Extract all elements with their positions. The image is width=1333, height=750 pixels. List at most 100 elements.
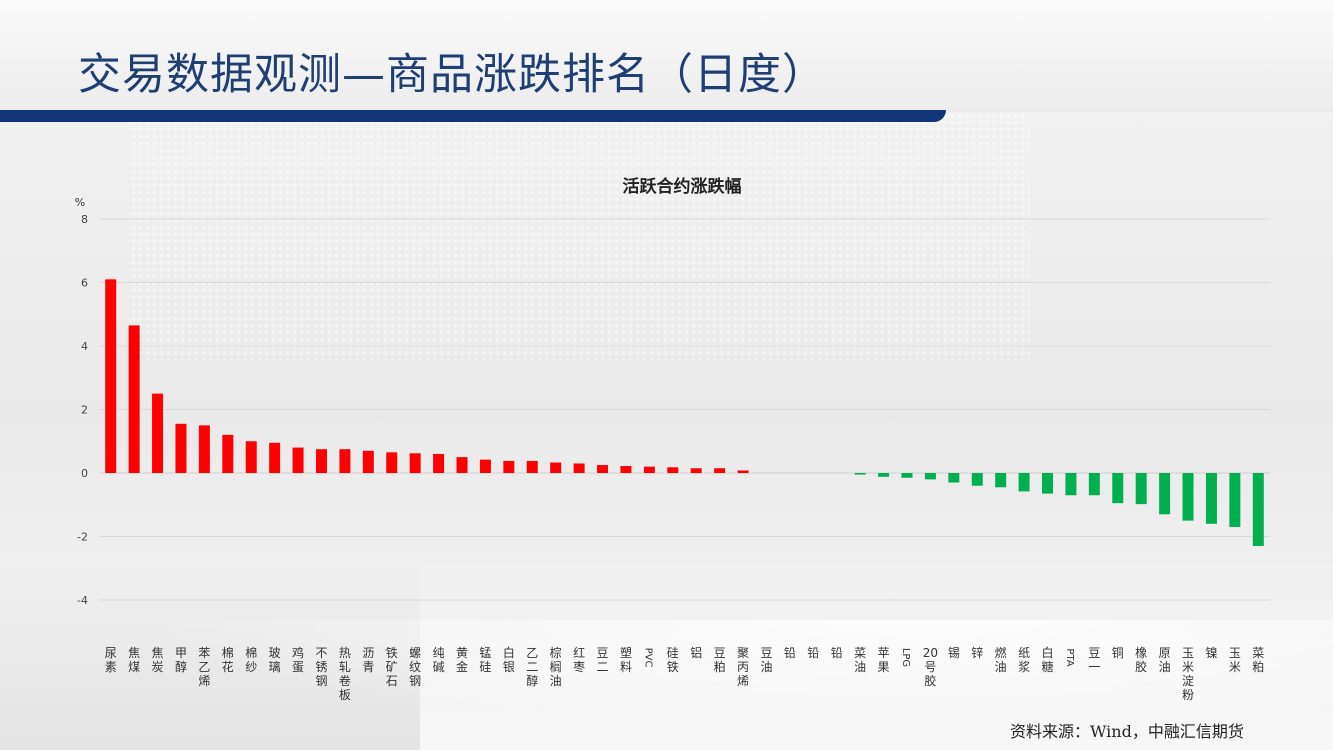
y-tick-label: -2	[77, 531, 88, 544]
x-tick-label: 铅	[807, 646, 819, 660]
x-tick-label: PVC	[642, 648, 653, 668]
x-tick-label: 沥青	[362, 646, 374, 674]
bar	[854, 473, 866, 475]
x-tick-label: 菜粕	[1252, 646, 1264, 674]
bar	[597, 465, 609, 473]
y-axis-unit-label: %	[75, 196, 85, 209]
y-tick-label: -4	[77, 594, 88, 607]
x-tick-label: 甲醇	[175, 646, 187, 674]
bar	[1042, 473, 1054, 494]
bar	[1182, 473, 1194, 521]
x-tick-label: 橡胶	[1135, 646, 1147, 674]
bar	[550, 462, 562, 473]
bar	[714, 468, 726, 473]
x-tick-label: 豆粕	[714, 646, 726, 674]
bar	[737, 470, 749, 473]
bar	[995, 473, 1007, 488]
bar	[690, 468, 702, 473]
y-axis-ticks: 8 6 4 2 0 -2 -4	[77, 213, 88, 607]
y-tick-label: 6	[81, 277, 88, 290]
page-title: 交易数据观测—商品涨跌排名（日度）	[78, 50, 826, 100]
x-tick-label: 塑料	[620, 645, 632, 674]
bar	[1229, 473, 1241, 527]
x-tick-label: 铜	[1112, 645, 1124, 660]
bar	[479, 459, 491, 473]
x-tick-label: 铁矿石	[386, 646, 398, 688]
x-tick-label: 锌	[971, 646, 983, 660]
x-tick-label: 棉花	[222, 646, 234, 674]
bar	[1112, 473, 1124, 504]
bar	[878, 473, 890, 477]
x-tick-label: 锡	[948, 645, 960, 660]
bar	[620, 466, 632, 473]
y-tick-label: 8	[81, 213, 88, 226]
bar	[269, 442, 281, 473]
x-tick-label: 锰硅	[479, 645, 491, 674]
bar	[643, 466, 655, 473]
x-tick-label: 乙二醇	[526, 646, 538, 688]
bar	[573, 463, 585, 473]
bar	[128, 325, 140, 473]
x-tick-label: LPG	[900, 648, 911, 667]
x-tick-label: 豆一	[1088, 646, 1100, 674]
x-tick-label: 铅	[831, 646, 843, 660]
gridlines	[99, 218, 1270, 601]
bar	[924, 473, 936, 480]
x-tick-label: 螺纹钢	[409, 646, 421, 688]
bar	[1018, 473, 1030, 492]
x-tick-label: 玻璃	[269, 646, 281, 674]
x-tick-label: 玉米淀粉	[1182, 646, 1194, 702]
bar	[362, 450, 374, 473]
x-tick-label: 苹果	[878, 646, 890, 674]
bar	[386, 452, 398, 473]
bar	[339, 449, 351, 473]
x-tick-label: 焦炭	[152, 646, 164, 674]
x-tick-label: 硅铁	[667, 646, 679, 674]
bar	[198, 425, 210, 473]
bar	[409, 453, 421, 473]
x-tick-label: 棕榈油	[550, 645, 562, 688]
x-tick-label: 20 号胶	[923, 646, 938, 688]
bar	[1088, 473, 1100, 496]
bars	[105, 279, 1264, 547]
x-tick-label: 焦煤	[128, 646, 140, 674]
x-tick-label: 棉纱	[245, 646, 257, 674]
x-tick-label: 玉米	[1229, 646, 1241, 674]
y-tick-label: 0	[81, 467, 88, 480]
x-tick-label: 红枣	[573, 645, 585, 674]
x-tick-label: 纸浆	[1018, 646, 1030, 674]
bar	[315, 449, 327, 473]
x-tick-label: 燃油	[995, 645, 1007, 674]
y-tick-label: 2	[81, 404, 88, 417]
bar	[1135, 473, 1147, 505]
bar	[1252, 473, 1264, 547]
bar	[245, 441, 257, 473]
source-note: 资料来源：Wind，中融汇信期货	[1010, 722, 1244, 741]
x-tick-label: 豆油	[760, 646, 772, 674]
x-tick-label: 黄金	[456, 646, 468, 674]
x-tick-label: 原油	[1159, 646, 1171, 674]
x-tick-label: 聚丙烯	[737, 646, 749, 688]
x-tick-label: 白银	[503, 645, 515, 674]
x-tick-label: PTA	[1064, 648, 1075, 666]
x-tick-label: 热轧卷板	[339, 646, 351, 702]
x-tick-label: 白糖	[1042, 645, 1054, 674]
x-tick-label: 纯碱	[433, 646, 445, 674]
bar	[948, 473, 960, 483]
bar	[667, 467, 679, 473]
bar	[222, 434, 234, 473]
x-tick-label: 铅	[784, 646, 796, 660]
chart-title: 活跃合约涨跌幅	[623, 176, 742, 197]
y-tick-label: 4	[81, 340, 88, 353]
bar	[152, 393, 164, 473]
x-tick-label: 豆二	[597, 646, 609, 674]
bar	[175, 423, 187, 473]
bar	[971, 473, 983, 486]
bar	[526, 460, 538, 473]
x-tick-label: 苯乙烯	[198, 646, 210, 688]
bar	[901, 473, 913, 478]
bar	[1159, 473, 1171, 515]
bar	[503, 460, 515, 473]
x-tick-label: 菜油	[854, 646, 866, 674]
